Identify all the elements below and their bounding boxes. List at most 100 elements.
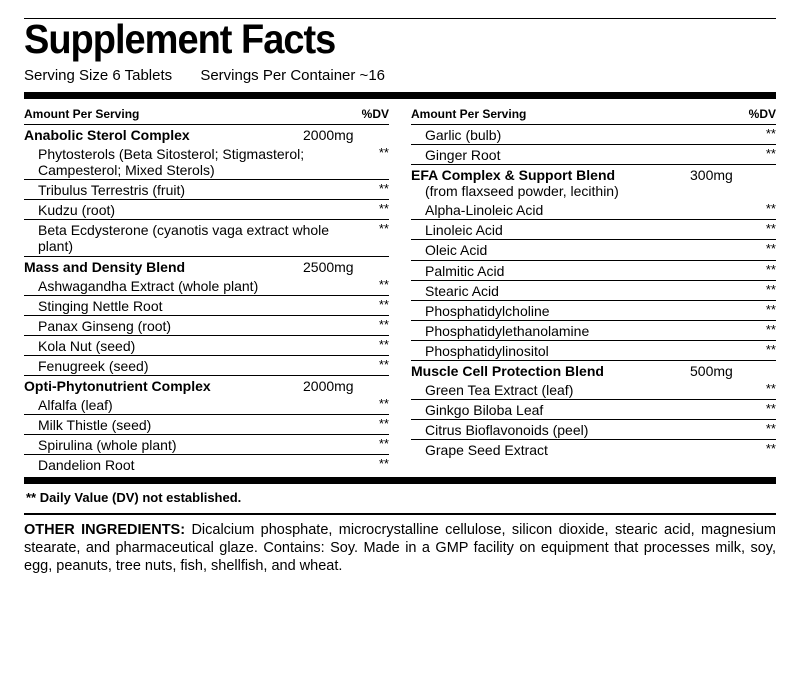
ingredient-name: Oleic Acid [411,242,752,258]
ingredient-dv: ** [752,323,776,339]
ingredient-dv: ** [752,343,776,359]
table-row: Opti-Phytonutrient Complex2000mg [24,376,389,395]
table-row: Stinging Nettle Root** [24,296,389,316]
ingredient-name: Stinging Nettle Root [24,298,365,314]
ingredient-dv: ** [365,318,389,334]
section-amount: 2000mg [303,127,365,143]
ingredient-name: Ashwagandha Extract (whole plant) [24,278,365,294]
section-name: Opti-Phytonutrient Complex [24,378,303,394]
table-row: Alfalfa (leaf)** [24,395,389,415]
ingredient-name: Panax Ginseng (root) [24,318,365,334]
table-row: Spirulina (whole plant)** [24,435,389,455]
ingredient-name: Phosphatidylinositol [411,343,752,359]
columns-wrap: Amount Per Serving %DV Anabolic Sterol C… [24,99,776,475]
section-dv [365,378,389,394]
ingredient-name: Linoleic Acid [411,222,752,238]
ingredient-name: Stearic Acid [411,283,752,299]
ingredient-dv: ** [752,402,776,418]
section-name: Mass and Density Blend [24,259,303,275]
ingredient-name: Beta Ecdysterone (cyanotis vaga extract … [24,222,365,254]
table-row: Palmitic Acid** [411,261,776,281]
table-row: Ginger Root** [411,145,776,165]
header-dv: %DV [355,107,389,121]
table-row: EFA Complex & Support Blend(from flaxsee… [411,165,776,200]
section-amount: 2000mg [303,378,365,394]
table-row: Linoleic Acid** [411,220,776,240]
table-row: Tribulus Terrestris (fruit)** [24,180,389,200]
table-row: Citrus Bioflavonoids (peel)** [411,420,776,440]
section-amount: 300mg [690,167,752,199]
ingredient-name: Green Tea Extract (leaf) [411,382,752,398]
ingredient-name: Fenugreek (seed) [24,358,365,374]
ingredient-name: Alfalfa (leaf) [24,397,365,413]
table-row: Alpha-Linoleic Acid** [411,200,776,220]
ingredient-dv: ** [365,202,389,218]
ingredient-dv: ** [365,298,389,314]
column-header: Amount Per Serving %DV [411,103,776,125]
table-row: Kola Nut (seed)** [24,336,389,356]
ingredient-name: Kudzu (root) [24,202,365,218]
ingredient-name: Phosphatidylcholine [411,303,752,319]
table-row: Phosphatidylcholine** [411,301,776,321]
section-dv [365,127,389,143]
ingredient-dv: ** [752,263,776,279]
ingredient-dv: ** [752,242,776,258]
section-name: Muscle Cell Protection Blend [411,363,690,379]
table-row: Garlic (bulb)** [411,125,776,145]
ingredient-dv: ** [752,303,776,319]
section-dv [752,363,776,379]
ingredient-dv: ** [752,202,776,218]
ingredient-dv: ** [365,437,389,453]
table-row: Mass and Density Blend2500mg [24,257,389,276]
header-dv: %DV [742,107,776,121]
table-row: Ashwagandha Extract (whole plant)** [24,276,389,296]
ingredient-dv: ** [365,457,389,473]
ingredient-dv: ** [752,222,776,238]
ingredient-name: Ginkgo Biloba Leaf [411,402,752,418]
dv-footnote: ** Daily Value (DV) not established. [24,477,776,509]
ingredient-dv: ** [365,222,389,254]
ingredient-name: Spirulina (whole plant) [24,437,365,453]
table-row: Oleic Acid** [411,240,776,260]
table-row: Phosphatidylethanolamine** [411,321,776,341]
header-aps: Amount Per Serving [24,107,355,121]
ingredient-dv: ** [365,397,389,413]
right-column: Amount Per Serving %DV Garlic (bulb)**Gi… [411,103,776,475]
column-header: Amount Per Serving %DV [24,103,389,125]
other-ingredients: OTHER INGREDIENTS: Dicalcium phosphate, … [24,521,776,575]
serving-size: Serving Size 6 Tablets [24,67,172,84]
ingredient-name: Garlic (bulb) [411,127,752,143]
ingredient-dv: ** [752,147,776,163]
ingredient-dv: ** [365,182,389,198]
ingredient-name: Ginger Root [411,147,752,163]
table-row: Stearic Acid** [411,281,776,301]
table-row: Panax Ginseng (root)** [24,316,389,336]
ingredient-name: Grape Seed Extract [411,442,752,458]
ingredient-dv: ** [365,417,389,433]
ingredient-dv: ** [365,358,389,374]
ingredient-dv: ** [752,127,776,143]
ingredient-dv: ** [365,338,389,354]
ingredient-dv: ** [752,442,776,458]
table-row: Dandelion Root** [24,455,389,474]
table-row: Anabolic Sterol Complex2000mg [24,125,389,144]
ingredient-name: Dandelion Root [24,457,365,473]
table-row: Beta Ecdysterone (cyanotis vaga extract … [24,220,389,256]
ingredient-name: Phosphatidylethanolamine [411,323,752,339]
table-row: Milk Thistle (seed)** [24,415,389,435]
section-amount: 500mg [690,363,752,379]
ingredient-dv: ** [365,146,389,178]
table-row: Kudzu (root)** [24,200,389,220]
table-row: Green Tea Extract (leaf)** [411,380,776,400]
serving-info: Serving Size 6 Tablets Servings Per Cont… [24,67,776,99]
ingredient-name: Kola Nut (seed) [24,338,365,354]
panel-title: Supplement Facts [24,19,776,62]
servings-per-container: Servings Per Container ~16 [200,67,385,84]
ingredient-dv: ** [752,382,776,398]
table-row: Phosphatidylinositol** [411,341,776,361]
section-amount: 2500mg [303,259,365,275]
ingredient-dv: ** [752,422,776,438]
header-aps: Amount Per Serving [411,107,742,121]
section-name: Anabolic Sterol Complex [24,127,303,143]
ingredient-name: Phytosterols (Beta Sitosterol; Stigmaste… [24,146,365,178]
